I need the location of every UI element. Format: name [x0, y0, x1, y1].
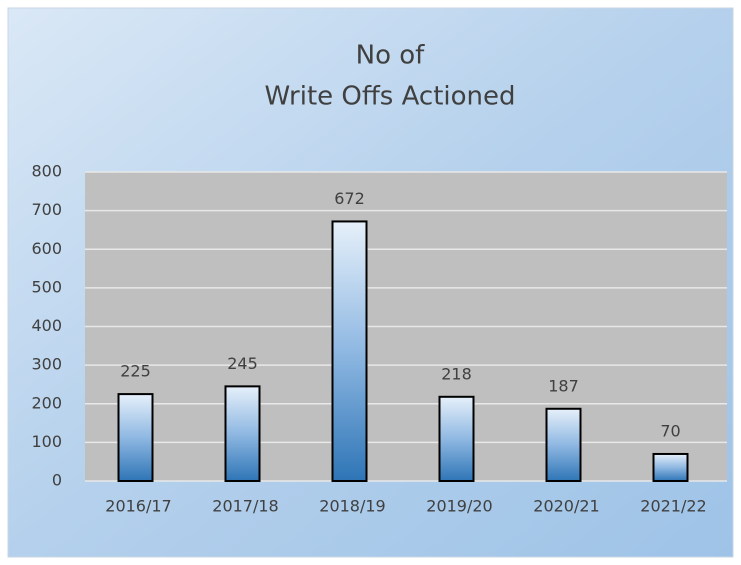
bar: [545, 407, 582, 482]
y-tick-label: 0: [52, 471, 62, 490]
x-tick-label: 2020/21: [533, 497, 599, 516]
value-label: 187: [548, 376, 579, 395]
y-tick-label: 500: [31, 277, 62, 296]
y-tick-label: 400: [31, 316, 62, 335]
chart-title: No of: [356, 41, 426, 71]
bar: [117, 393, 154, 482]
x-tick-label: 2021/22: [640, 497, 706, 516]
bar: [224, 385, 261, 482]
value-label: 672: [334, 189, 365, 208]
x-tick-label: 2016/17: [105, 497, 171, 516]
y-tick-label: 700: [31, 200, 62, 219]
bar: [438, 395, 475, 482]
value-label: 225: [120, 362, 151, 381]
y-tick-label: 300: [31, 355, 62, 374]
y-tick-label: 100: [31, 432, 62, 451]
chart-title: Write Offs Actioned: [264, 82, 515, 112]
bar: [652, 452, 689, 482]
y-tick-label: 600: [31, 239, 62, 258]
y-tick-label: 800: [31, 162, 62, 181]
x-tick-label: 2018/19: [319, 497, 385, 516]
x-tick-label: 2019/20: [426, 497, 492, 516]
value-label: 70: [660, 421, 680, 440]
bar: [331, 220, 368, 482]
y-tick-label: 200: [31, 393, 62, 412]
value-label: 245: [227, 354, 258, 373]
value-label: 218: [441, 364, 472, 383]
x-tick-label: 2017/18: [212, 497, 278, 516]
